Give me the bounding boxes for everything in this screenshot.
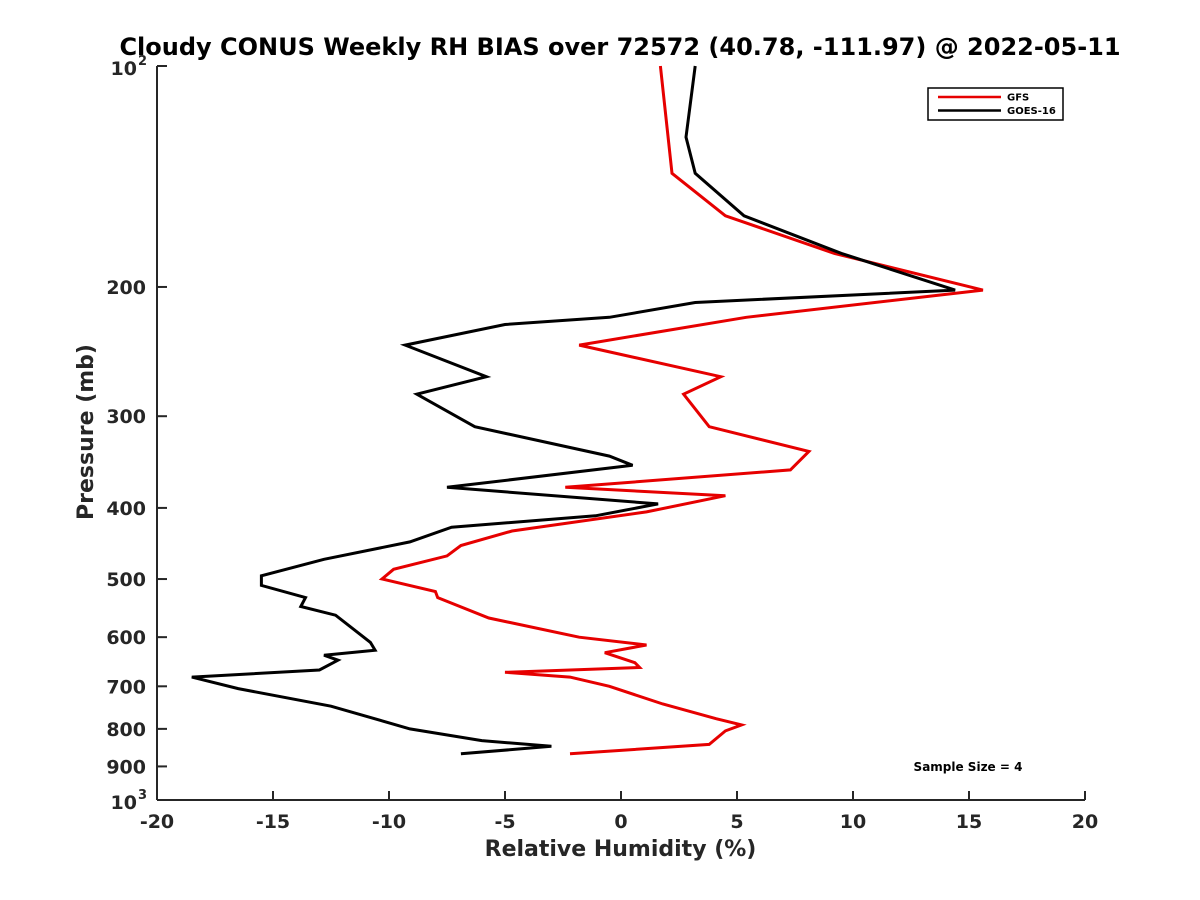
y-tick-label: 600 <box>106 627 146 649</box>
series-line-goes16 <box>191 65 956 756</box>
sample-size-annotation: Sample Size = 4 <box>914 760 1023 774</box>
plot-background <box>157 66 1085 800</box>
y-tick-label: 10 <box>111 58 137 80</box>
x-tick-label: 0 <box>614 811 627 833</box>
chart-title: Cloudy CONUS Weekly RH BIAS over 72572 (… <box>119 33 1120 61</box>
series-layer <box>191 65 984 756</box>
x-tick-label: 15 <box>956 811 982 833</box>
y-tick-exponent: 3 <box>138 788 147 803</box>
y-tick-label: 500 <box>106 569 146 591</box>
x-tick-label: -15 <box>256 811 290 833</box>
legend-label-goes16: GOES-16 <box>1007 106 1056 117</box>
x-tick-label: -5 <box>494 811 515 833</box>
legend-box <box>927 87 1064 121</box>
x-tick-label: 10 <box>840 811 866 833</box>
y-tick-label: 200 <box>106 277 146 299</box>
x-tick-label: -20 <box>140 811 174 833</box>
legend: GFS GOES-16 <box>927 87 1064 121</box>
legend-label-gfs: GFS <box>1007 93 1029 104</box>
y-tick-label: 10 <box>111 792 137 814</box>
y-tick-label: 300 <box>106 406 146 428</box>
x-tick-label: 20 <box>1072 811 1098 833</box>
y-tick-label: 800 <box>106 719 146 741</box>
y-axis-label: Pressure (mb) <box>74 344 99 520</box>
x-tick-label: -10 <box>372 811 406 833</box>
y-tick-label: 700 <box>106 676 146 698</box>
x-axis-label: Relative Humidity (%) <box>485 837 757 862</box>
y-tick-exponent: 2 <box>138 54 147 69</box>
series-line-gfs <box>378 65 984 756</box>
x-tick-label: 5 <box>730 811 743 833</box>
axes-layer: -20 -15 -10 -5 0 5 10 15 20 200 300 400 500 600 700 800… <box>106 54 1098 833</box>
y-tick-label: 400 <box>106 498 146 520</box>
y-tick-label: 900 <box>106 756 146 778</box>
plot-area <box>157 66 1085 800</box>
